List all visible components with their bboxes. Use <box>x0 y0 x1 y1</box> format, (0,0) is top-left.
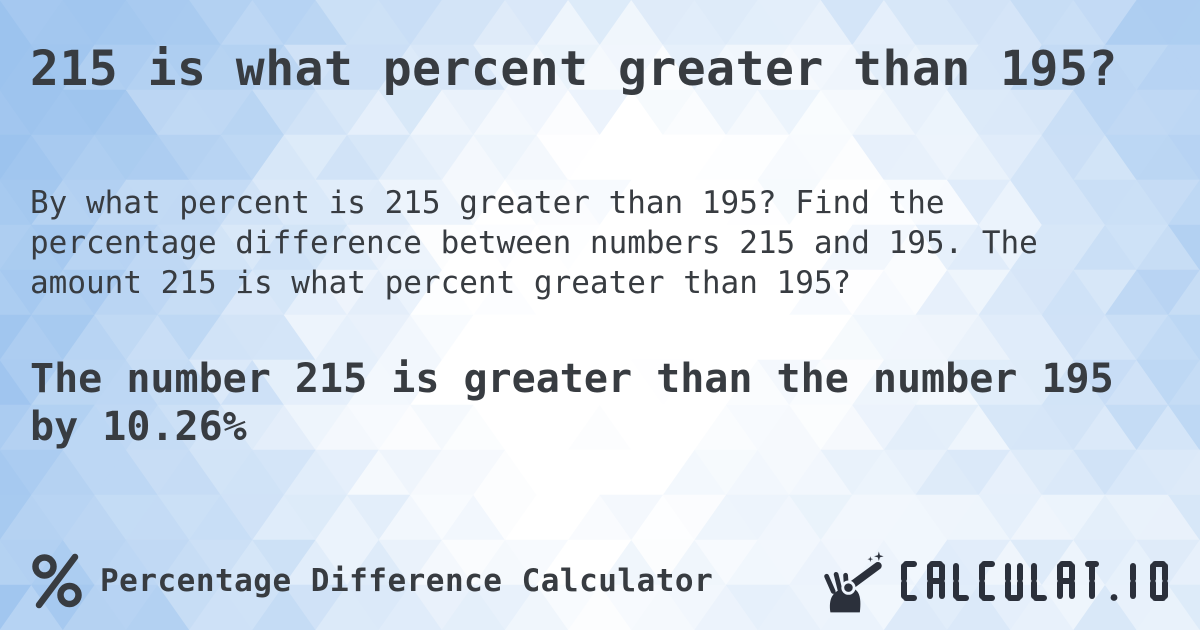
answer-line: The number 215 is greater than the numbe… <box>30 356 1114 402</box>
star-icon <box>871 568 877 574</box>
page-title: 215 is what percent greater than 195? <box>30 41 1118 97</box>
star-icon <box>874 551 884 562</box>
star-icon <box>867 556 874 562</box>
calculator-name: Percentage Difference Calculator <box>100 563 714 599</box>
description-line: amount 215 is what percent greater than … <box>30 265 852 301</box>
calculator-brand: Percentage Difference Calculator <box>30 552 713 610</box>
site-logo <box>819 549 1168 613</box>
answer-text: The number 215 is greater than the numbe… <box>30 355 1114 451</box>
description-line: percentage difference between numbers 21… <box>30 225 1038 261</box>
percent-icon <box>32 553 82 609</box>
magic-wand-hand-icon <box>824 551 884 613</box>
answer-line: by 10.26% <box>30 404 247 450</box>
description: By what percent is 215 greater than 195?… <box>30 183 1038 303</box>
description-line: By what percent is 215 greater than 195?… <box>30 185 945 221</box>
footer: Percentage Difference Calculator <box>30 548 1168 614</box>
site-logo-text <box>901 561 1168 601</box>
